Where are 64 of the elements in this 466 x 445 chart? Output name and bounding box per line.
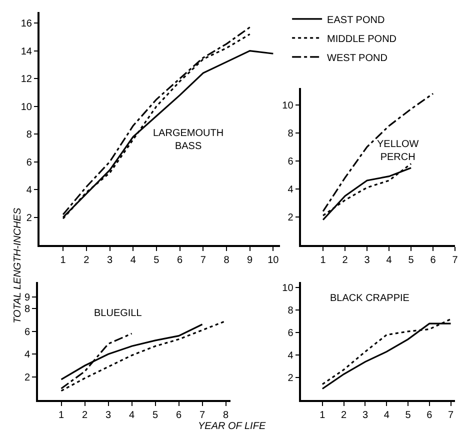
x-tick-label: 2 [342,254,348,266]
y-tick-label: 8 [288,128,294,140]
x-tick-label: 7 [200,410,206,421]
y-tick-label: 6 [288,156,294,168]
y-tick-label: 4 [24,350,30,361]
y-tick-label: 9 [24,292,30,304]
x-tick-label: 3 [362,410,368,421]
x-tick-label: 3 [106,254,113,266]
x-tick-label: 1 [60,254,66,266]
text: BLACK CRAPPIE [330,293,410,304]
y-tick-label: 4 [288,350,294,362]
x-tick-label: 7 [200,254,206,266]
y-tick-label: 6 [24,326,30,338]
x-tick-label: 6 [426,410,433,421]
y-tick-label: 10 [282,283,294,294]
x-tick-label: 4 [128,410,135,421]
x-tick-label: 5 [152,410,159,421]
y-tick-label: 4 [26,185,32,196]
y-tick-label: 8 [288,306,294,317]
y-axis-title: TOTAL LENGTH-INCHES [12,208,24,324]
x-tick-label: 4 [384,410,390,421]
y-tick-label: 14 [20,46,32,58]
x-tick-label: 5 [154,254,160,266]
y-tick-label: 12 [20,74,32,86]
x-tick-label: 6 [177,254,184,266]
y-tick-label: 8 [26,130,32,141]
y-tick-label: 2 [288,212,294,224]
x-tick-label: 6 [430,254,436,266]
x-tick-label: 5 [405,410,412,421]
x-tick-label: 7 [452,254,458,266]
y-tick-label: 10 [282,100,294,112]
x-tick-label: 10 [268,254,280,266]
x-tick-label: 4 [130,254,136,266]
legend-label: WEST POND [327,52,388,64]
y-tick-label: 4 [288,184,294,196]
x-tick-label: 1 [320,410,326,421]
x-tick-label: 3 [105,410,112,421]
y-tick-label: 2 [288,373,294,384]
x-tick-label: 8 [224,254,230,266]
x-tick-label: 8 [223,410,230,421]
text: YELLOW PERCH [377,139,420,163]
x-tick-label: 5 [408,254,414,266]
x-tick-label: 1 [58,410,64,421]
text: LARGEMOUTH BASS [153,128,224,152]
legend-label: MIDDLE POND [327,34,397,45]
x-tick-label: 7 [448,410,454,421]
y-tick-label: 6 [26,157,32,168]
x-tick-label: 4 [386,254,392,266]
x-tick-label: 2 [84,254,90,266]
y-tick-label: 2 [26,212,32,224]
legend-label: EAST POND [327,14,385,26]
y-tick-label: 16 [20,18,32,30]
x-tick-label: 1 [320,254,326,266]
y-tick-label: 10 [20,102,32,113]
x-axis-title: YEAR OF LIFE [198,421,266,432]
text: BLUEGILL [94,308,142,319]
x-tick-label: 2 [341,410,348,421]
y-tick-label: 2 [24,372,30,384]
y-tick-label: 8 [24,304,30,315]
x-tick-label: 6 [176,410,182,421]
x-tick-label: 2 [82,410,88,421]
x-tick-label: 3 [364,254,370,266]
x-tick-label: 9 [247,254,254,266]
y-tick-label: 6 [288,328,294,340]
